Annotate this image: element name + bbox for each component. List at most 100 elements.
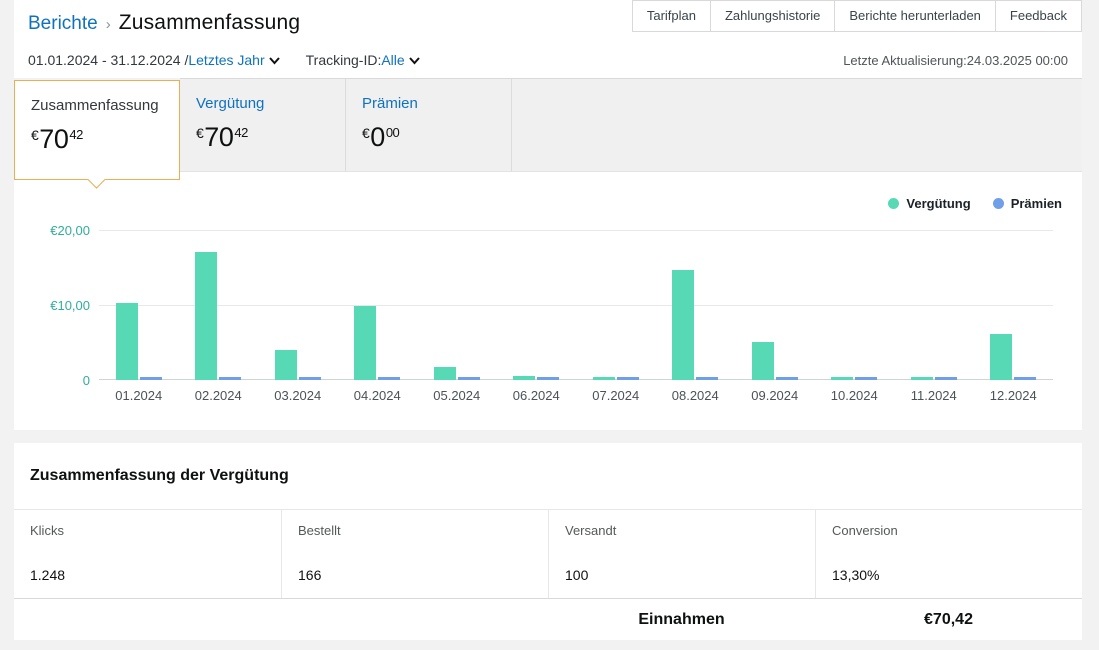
bar-verguetung bbox=[513, 376, 536, 380]
date-preset-dropdown[interactable]: Letztes Jahr bbox=[188, 52, 280, 68]
page-title: Zusammenfassung bbox=[118, 11, 301, 34]
cents: 00 bbox=[385, 125, 400, 140]
summary-col-conversion: Conversion 13,30% bbox=[815, 510, 1082, 598]
tab-praemien[interactable]: Prämien €000 bbox=[346, 78, 512, 172]
bar-praemien bbox=[457, 377, 480, 380]
page-header: Berichte › Zusammenfassung Tarifplan Zah… bbox=[14, 0, 1082, 78]
currency-symbol: € bbox=[362, 125, 370, 141]
x-axis-label: 01.2024 bbox=[115, 388, 163, 403]
tab-value: €7042 bbox=[196, 122, 329, 153]
col-value: 1.248 bbox=[30, 567, 66, 583]
bar-verguetung bbox=[910, 377, 933, 380]
tracking-id-dropdown[interactable]: Tracking-ID: Alle bbox=[306, 52, 420, 68]
euros: 70 bbox=[39, 124, 69, 154]
summary-tabs: Zusammenfassung €7042 Vergütung €7042 Pr… bbox=[14, 78, 1082, 180]
summary-col-versandt: Versandt 100 bbox=[548, 510, 815, 598]
bar-verguetung bbox=[592, 377, 615, 380]
x-axis-label: 06.2024 bbox=[512, 388, 560, 403]
bar-groups bbox=[99, 230, 1053, 380]
bar-group bbox=[735, 342, 815, 380]
euros: 70 bbox=[204, 122, 234, 152]
tab-label: Prämien bbox=[362, 95, 418, 112]
date-range-label: 01.01.2024 - 31.12.2024 / bbox=[28, 52, 189, 68]
x-axis-label: 11.2024 bbox=[910, 388, 957, 403]
bar-group bbox=[497, 376, 577, 380]
y-axis-tick: €10,00 bbox=[50, 298, 90, 313]
tracking-id-label: Tracking-ID: bbox=[305, 52, 382, 68]
col-label: Klicks bbox=[30, 523, 64, 538]
legend-dot-teal bbox=[888, 198, 900, 209]
x-axis-label: 10.2024 bbox=[830, 388, 878, 403]
cents: 42 bbox=[69, 127, 83, 142]
bar-group bbox=[99, 303, 179, 380]
cents: 42 bbox=[234, 125, 248, 140]
x-axis-label: 07.2024 bbox=[592, 388, 640, 403]
col-label: Versandt bbox=[565, 523, 617, 538]
tracking-id-value: Alle bbox=[381, 52, 405, 68]
bar-verguetung bbox=[195, 252, 218, 380]
date-preset-value: Letztes Jahr bbox=[188, 52, 265, 68]
bar-praemien bbox=[855, 377, 878, 380]
tab-label: Zusammenfassung bbox=[31, 97, 159, 114]
x-axis-label: 12.2024 bbox=[989, 388, 1037, 403]
chart-legend: Vergütung Prämien bbox=[888, 196, 1062, 211]
summary-col-bestellt: Bestellt 166 bbox=[281, 510, 548, 598]
y-axis-tick: €20,00 bbox=[50, 223, 90, 238]
header-action-buttons: Tarifplan Zahlungshistorie Berichte heru… bbox=[631, 0, 1082, 32]
bar-group bbox=[815, 377, 895, 380]
bar-praemien bbox=[219, 377, 242, 380]
bar-praemien bbox=[537, 377, 560, 380]
bar-praemien bbox=[139, 377, 162, 380]
bar-praemien bbox=[298, 377, 321, 380]
earnings-label: Einnahmen bbox=[638, 610, 725, 628]
x-axis-label: 02.2024 bbox=[194, 388, 242, 403]
summary-columns: Klicks 1.248 Bestellt 166 Versandt 100 C… bbox=[14, 510, 1082, 598]
legend-item-verguetung: Vergütung bbox=[888, 196, 971, 211]
x-axis-label: 04.2024 bbox=[353, 388, 401, 403]
chart-plot-area bbox=[99, 230, 1053, 380]
euros: 0 bbox=[370, 122, 385, 152]
bar-verguetung bbox=[990, 334, 1013, 380]
bar-verguetung bbox=[274, 350, 297, 380]
tab-value: €7042 bbox=[31, 124, 163, 155]
bar-group bbox=[974, 334, 1054, 380]
breadcrumb-separator: › bbox=[105, 16, 111, 33]
tabstrip-filler bbox=[512, 78, 1082, 172]
legend-label: Prämien bbox=[1010, 196, 1062, 211]
earnings-chart: Vergütung Prämien €20,00 €10,00 0 01.202… bbox=[14, 172, 1082, 430]
bar-praemien bbox=[1014, 377, 1037, 380]
col-value: 13,30% bbox=[832, 567, 880, 583]
bar-praemien bbox=[378, 377, 401, 380]
bar-verguetung bbox=[672, 270, 695, 380]
tab-zusammenfassung[interactable]: Zusammenfassung €7042 bbox=[14, 80, 180, 180]
commission-summary-card: Zusammenfassung der Vergütung Klicks 1.2… bbox=[14, 443, 1082, 640]
tariff-plan-button[interactable]: Tarifplan bbox=[632, 1, 710, 31]
bar-praemien bbox=[934, 377, 957, 380]
bar-verguetung bbox=[354, 306, 377, 380]
bar-group bbox=[258, 350, 338, 380]
bar-verguetung bbox=[831, 377, 854, 380]
feedback-button[interactable]: Feedback bbox=[994, 1, 1081, 31]
x-axis-label: 05.2024 bbox=[433, 388, 481, 403]
bar-group bbox=[656, 270, 736, 380]
bar-group bbox=[179, 252, 259, 380]
bar-group bbox=[894, 377, 974, 380]
page-content: Berichte › Zusammenfassung Tarifplan Zah… bbox=[14, 0, 1082, 640]
col-label: Bestellt bbox=[298, 523, 341, 538]
summary-col-klicks: Klicks 1.248 bbox=[14, 510, 281, 598]
last-update-label: Letzte Aktualisierung:24.03.2025 00:00 bbox=[843, 53, 1068, 68]
breadcrumb: Berichte › Zusammenfassung bbox=[28, 11, 300, 35]
bar-praemien bbox=[616, 377, 639, 380]
payment-history-button[interactable]: Zahlungshistorie bbox=[709, 1, 835, 31]
x-axis-label: 09.2024 bbox=[751, 388, 799, 403]
tab-verguetung[interactable]: Vergütung €7042 bbox=[180, 78, 346, 172]
col-value: 100 bbox=[565, 567, 589, 583]
legend-item-praemien: Prämien bbox=[992, 196, 1062, 211]
y-axis-tick: 0 bbox=[82, 373, 90, 388]
bar-verguetung bbox=[751, 342, 774, 380]
download-reports-button[interactable]: Berichte herunterladen bbox=[834, 1, 995, 31]
legend-label: Vergütung bbox=[906, 196, 971, 211]
earnings-footer: Einnahmen €70,42 bbox=[14, 598, 1082, 640]
bar-group bbox=[338, 306, 418, 380]
breadcrumb-link-berichte[interactable]: Berichte bbox=[28, 13, 98, 34]
